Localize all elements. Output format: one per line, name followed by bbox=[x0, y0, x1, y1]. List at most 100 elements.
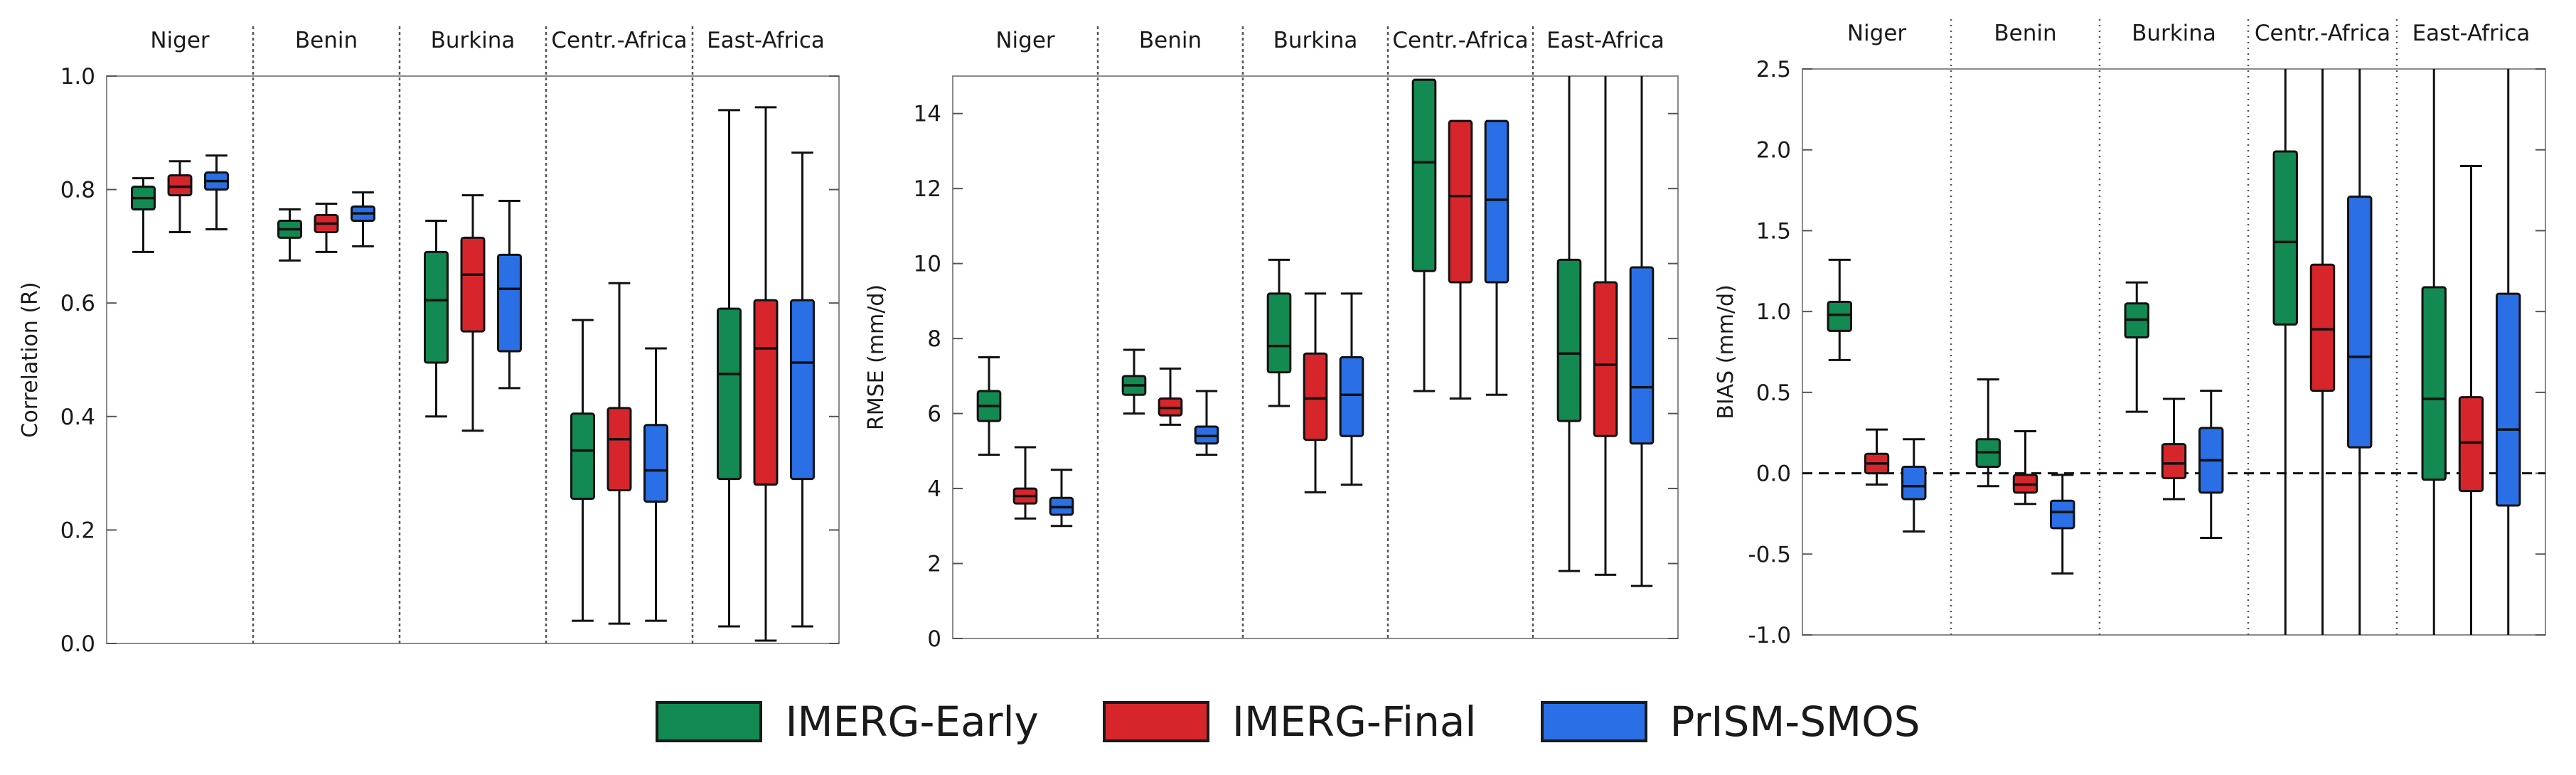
box-iqr bbox=[1339, 356, 1364, 437]
box-centr-africa-imerg-early bbox=[570, 319, 595, 622]
box-iqr bbox=[643, 424, 668, 503]
box-burkina-imerg-early bbox=[1266, 258, 1292, 407]
box-niger-imerg-early bbox=[131, 177, 156, 253]
box-benin-prism-smos bbox=[351, 191, 375, 247]
box-centr-africa-imerg-early bbox=[1411, 78, 1437, 392]
box-niger-imerg-final bbox=[1012, 446, 1038, 520]
box-niger-prism-smos bbox=[1049, 469, 1074, 528]
box-iqr bbox=[753, 299, 779, 486]
legend-item-imerg-early: IMERG-Early bbox=[656, 698, 1039, 746]
legend-swatch-imerg-early bbox=[656, 701, 763, 742]
group-label-benin: Benin bbox=[295, 28, 358, 53]
box-centr-africa-imerg-early bbox=[2272, 69, 2298, 635]
box-benin-imerg-final bbox=[1158, 367, 1183, 426]
group-label-niger: Niger bbox=[1847, 21, 1907, 46]
plot-frame bbox=[952, 75, 1679, 639]
y-tick-label: 0 bbox=[927, 626, 941, 652]
legend-label-prism-smos: PrISM-SMOS bbox=[1669, 698, 1920, 746]
legend-item-prism-smos: PrISM-SMOS bbox=[1540, 698, 1920, 746]
box-centr-africa-imerg-final bbox=[2309, 69, 2336, 635]
group-label-benin: Benin bbox=[1994, 21, 2056, 46]
box-iqr bbox=[460, 236, 486, 333]
box-benin-imerg-early bbox=[1975, 378, 2001, 488]
box-iqr bbox=[1303, 352, 1328, 442]
box-benin-imerg-early bbox=[277, 208, 302, 262]
box-benin-imerg-final bbox=[314, 203, 339, 253]
box-niger-imerg-early bbox=[1827, 258, 1852, 361]
box-east-africa-prism-smos bbox=[790, 151, 815, 628]
box-niger-prism-smos bbox=[1901, 438, 1927, 533]
box-benin-prism-smos bbox=[1194, 390, 1219, 456]
box-iqr bbox=[424, 250, 449, 364]
legend-swatch-prism-smos bbox=[1540, 701, 1647, 742]
chart-panel-rmse-mm-d: 0 2 4 6 8 10 12 14 RMSE (mm/d) Niger Benin Burkina C… bbox=[864, 26, 1679, 652]
box-centr-africa-prism-smos bbox=[2347, 69, 2373, 635]
box-centr-africa-prism-smos bbox=[643, 347, 668, 622]
box-iqr bbox=[2458, 396, 2484, 493]
y-tick-label: 10 bbox=[914, 252, 941, 277]
box-iqr bbox=[570, 412, 595, 501]
plot-frame bbox=[1802, 68, 2546, 636]
box-burkina-imerg-final bbox=[2161, 397, 2187, 501]
box-east-africa-imerg-early bbox=[717, 109, 742, 628]
y-axis-label: BIAS (mm/d) bbox=[1714, 284, 1738, 419]
box-benin-imerg-early bbox=[1121, 348, 1147, 415]
y-tick-label: 0.8 bbox=[60, 178, 95, 203]
box-east-africa-imerg-final bbox=[1593, 76, 1618, 576]
y-axis-label: RMSE (mm/d) bbox=[864, 284, 889, 430]
box-burkina-imerg-final bbox=[1303, 292, 1328, 493]
box-benin-prism-smos bbox=[2050, 474, 2075, 575]
y-tick-label: 1.0 bbox=[1756, 299, 1791, 325]
box-iqr bbox=[2421, 286, 2447, 481]
box-burkina-prism-smos bbox=[2198, 390, 2224, 540]
legend-swatch-imerg-final bbox=[1102, 701, 1209, 742]
y-tick-label: 8 bbox=[927, 326, 941, 352]
box-iqr bbox=[2309, 263, 2336, 392]
box-burkina-imerg-final bbox=[460, 194, 486, 432]
box-iqr bbox=[1901, 465, 1927, 501]
group-label-burkina: Burkina bbox=[1273, 28, 1358, 53]
box-iqr bbox=[1411, 78, 1437, 272]
box-iqr bbox=[1556, 258, 1582, 422]
y-tick-label: 0.0 bbox=[1756, 461, 1791, 487]
box-iqr bbox=[2050, 499, 2075, 530]
box-burkina-imerg-early bbox=[424, 219, 449, 418]
group-label-centr-africa: Centr.-Africa bbox=[2255, 21, 2390, 46]
y-tick-label: 0.2 bbox=[60, 518, 95, 543]
y-tick-label: 1.0 bbox=[60, 64, 95, 90]
box-burkina-prism-smos bbox=[497, 200, 522, 390]
group-label-niger: Niger bbox=[150, 28, 210, 53]
box-iqr bbox=[167, 174, 193, 197]
y-tick-label: 2.0 bbox=[1756, 138, 1791, 164]
y-tick-label: 0.0 bbox=[60, 631, 95, 657]
y-tick-label: -1.0 bbox=[1748, 623, 1792, 648]
legend-label-imerg-final: IMERG-Final bbox=[1231, 698, 1477, 746]
group-label-burkina: Burkina bbox=[431, 28, 515, 53]
group-label-niger: Niger bbox=[995, 28, 1055, 53]
legend: IMERG-Early IMERG-Final PrISM-SMOS bbox=[0, 683, 2576, 761]
group-label-east-africa: East-Africa bbox=[1546, 28, 1664, 53]
box-east-africa-imerg-early bbox=[2421, 69, 2447, 635]
y-tick-label: 0.5 bbox=[1756, 380, 1791, 406]
y-tick-label: 2.5 bbox=[1756, 57, 1791, 82]
y-tick-label: 6 bbox=[927, 402, 941, 427]
box-east-africa-imerg-final bbox=[753, 106, 779, 642]
box-iqr bbox=[1266, 292, 1292, 374]
y-tick-label: -0.5 bbox=[1748, 542, 1792, 567]
box-burkina-imerg-early bbox=[2124, 281, 2149, 413]
group-label-east-africa: East-Africa bbox=[707, 28, 825, 53]
box-iqr bbox=[2347, 196, 2373, 449]
y-axis-label: Correlation (R) bbox=[18, 282, 43, 437]
y-tick-label: 14 bbox=[914, 102, 941, 127]
box-east-africa-imerg-early bbox=[1556, 76, 1582, 572]
y-tick-label: 0.6 bbox=[60, 291, 95, 316]
y-tick-label: 0.4 bbox=[60, 405, 95, 430]
box-iqr bbox=[790, 299, 815, 481]
box-niger-imerg-final bbox=[167, 160, 193, 233]
y-tick-label: 4 bbox=[927, 476, 941, 502]
box-niger-prism-smos bbox=[204, 154, 229, 230]
box-centr-africa-imerg-final bbox=[1448, 119, 1473, 400]
box-iqr bbox=[1827, 300, 1852, 332]
box-benin-imerg-final bbox=[2012, 429, 2038, 506]
